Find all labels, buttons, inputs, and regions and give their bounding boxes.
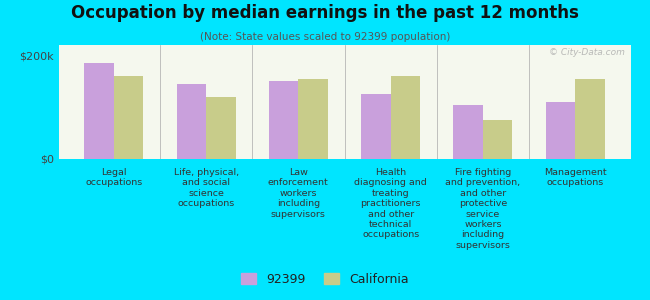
Bar	[453, 105, 483, 159]
Bar	[361, 94, 391, 159]
Text: © City-Data.com: © City-Data.com	[549, 48, 625, 57]
Text: Legal
occupations: Legal occupations	[85, 168, 142, 188]
Bar	[206, 97, 236, 159]
Bar	[483, 120, 512, 159]
Bar	[298, 79, 328, 159]
Bar	[177, 84, 206, 159]
Text: Health
diagnosing and
treating
practitioners
and other
technical
occupations: Health diagnosing and treating practitio…	[354, 168, 427, 239]
Text: Fire fighting
and prevention,
and other
protective
service
workers
including
sup: Fire fighting and prevention, and other …	[445, 168, 521, 250]
Text: Management
occupations: Management occupations	[544, 168, 606, 188]
Text: (Note: State values scaled to 92399 population): (Note: State values scaled to 92399 popu…	[200, 32, 450, 41]
Bar	[269, 81, 298, 159]
Bar	[545, 102, 575, 159]
Bar	[391, 76, 420, 159]
Text: Life, physical,
and social
science
occupations: Life, physical, and social science occup…	[174, 168, 239, 208]
Legend: 92399, California: 92399, California	[236, 268, 414, 291]
Text: Law
enforcement
workers
including
supervisors: Law enforcement workers including superv…	[268, 168, 329, 219]
Bar	[114, 76, 144, 159]
Bar	[575, 79, 604, 159]
Bar	[84, 63, 114, 159]
Text: Occupation by median earnings in the past 12 months: Occupation by median earnings in the pas…	[71, 4, 579, 22]
